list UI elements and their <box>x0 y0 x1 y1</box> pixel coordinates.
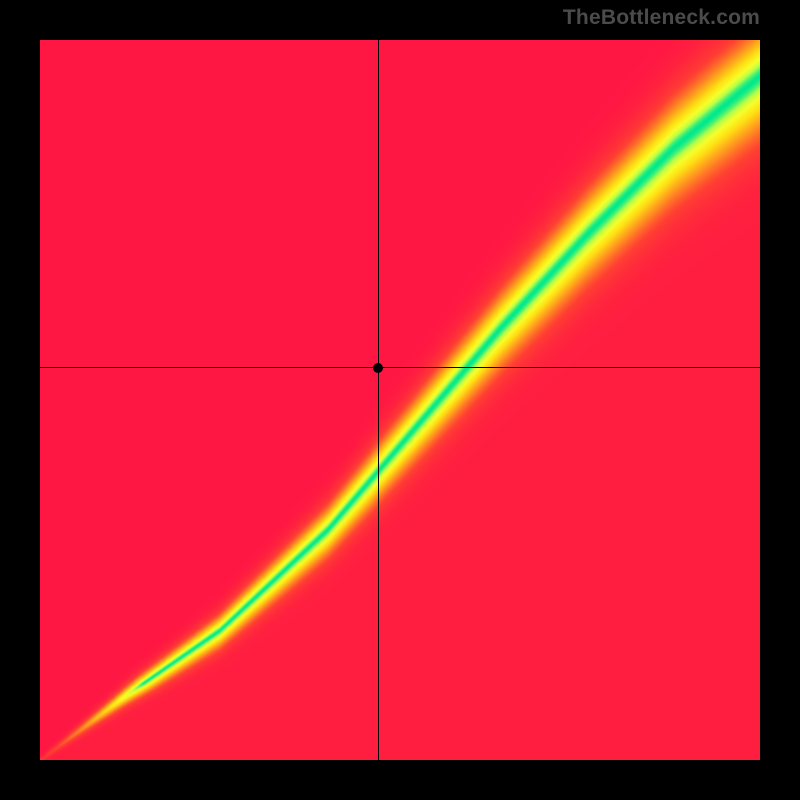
heatmap-canvas <box>40 40 760 760</box>
chart-frame: TheBottleneck.com <box>0 0 800 800</box>
heatmap-plot <box>40 40 760 760</box>
watermark-text: TheBottleneck.com <box>563 6 760 30</box>
